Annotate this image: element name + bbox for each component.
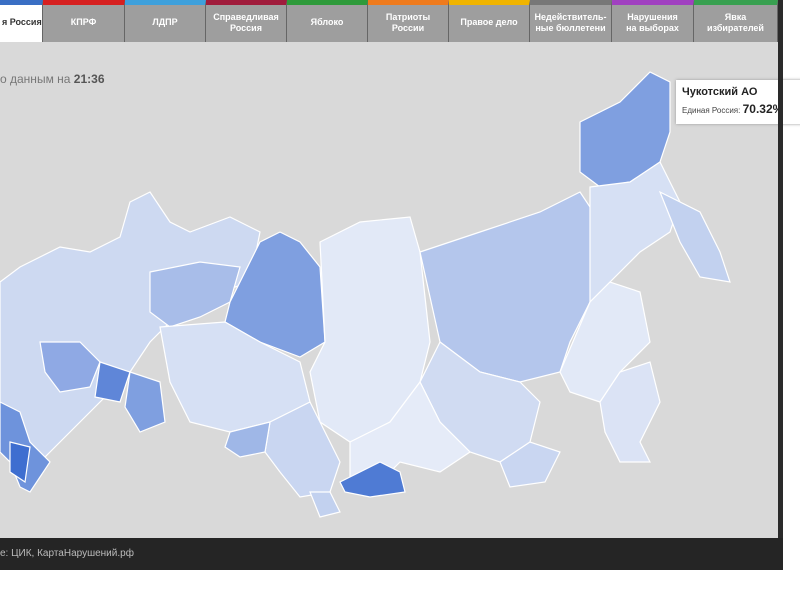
tab-label: Патриоты	[385, 12, 431, 22]
tooltip-region: Чукотский АО	[682, 86, 758, 98]
tab-label: КПРФ	[70, 17, 97, 27]
tab-label: Россия	[230, 23, 262, 33]
tab-label: Нарушения	[627, 12, 678, 22]
region[interactable]	[9, 441, 31, 484]
footer: е: ЦИК, КартаНарушений.рф	[0, 538, 783, 570]
tooltip-line: Единая Россия: 70.32%	[682, 102, 800, 116]
tab-label: Яблоко	[310, 17, 344, 27]
region[interactable]	[559, 281, 651, 403]
tab-label: я Россия	[2, 17, 42, 27]
tab-label: избирателей	[707, 23, 764, 33]
tooltip-value: 70.32%	[742, 102, 784, 116]
region[interactable]	[339, 461, 406, 498]
tab[interactable]: Яблоко	[287, 0, 368, 42]
region[interactable]	[124, 371, 166, 433]
region[interactable]	[149, 261, 241, 328]
regions	[0, 71, 731, 518]
tab[interactable]: Правое дело	[449, 0, 530, 42]
tab-label: Правое дело	[460, 17, 518, 27]
map-area	[0, 42, 778, 538]
region[interactable]	[579, 71, 671, 188]
status-time: 21:36	[73, 72, 105, 86]
border	[778, 0, 783, 570]
footer-source: е: ЦИК, КартаНарушений.рф	[0, 548, 134, 559]
region[interactable]	[39, 341, 101, 393]
tab-label: на выборах	[626, 23, 679, 33]
tab[interactable]: Недействитель-ные бюллетени	[530, 0, 612, 42]
region[interactable]	[599, 361, 661, 463]
tab[interactable]: Явка избирателей	[694, 0, 778, 42]
status-prefix: о данным на	[0, 72, 71, 86]
region[interactable]	[94, 361, 131, 403]
tab[interactable]: ЛДПР	[125, 0, 206, 42]
tab-bar: я Россия КПРФ ЛДПР Справедливая Россия Яблоко…	[0, 0, 778, 42]
tab-label: ные бюллетени	[535, 23, 606, 33]
map	[0, 71, 731, 518]
tab-label: Недействитель-	[534, 12, 607, 22]
tab-label: Явка	[724, 12, 747, 22]
region[interactable]	[658, 190, 731, 283]
tab[interactable]: Справедливая Россия	[206, 0, 287, 42]
tab[interactable]: я Россия	[0, 0, 43, 42]
tab[interactable]: КПРФ	[43, 0, 125, 42]
tab[interactable]: Нарушения на выборах	[612, 0, 694, 42]
tab-label: ЛДПР	[152, 17, 178, 27]
tab-label: Справедливая	[213, 12, 279, 22]
region[interactable]	[499, 441, 561, 488]
tab-label: России	[391, 23, 425, 33]
tooltip-party: Единая Россия:	[682, 106, 741, 115]
region[interactable]	[224, 421, 271, 458]
tab[interactable]: Патриоты России	[368, 0, 449, 42]
status: о данным на 21:36	[0, 72, 105, 86]
region[interactable]	[309, 491, 341, 518]
